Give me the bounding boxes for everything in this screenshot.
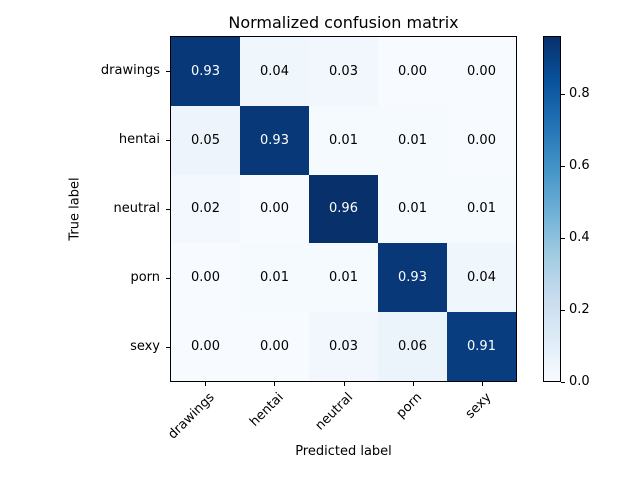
colorbar bbox=[543, 36, 561, 382]
matrix-cell-neutral-neutral: 0.96 bbox=[309, 174, 378, 244]
y-tick-label-sexy: sexy bbox=[130, 339, 160, 355]
y-tick-mark bbox=[166, 278, 170, 279]
y-tick-mark bbox=[166, 347, 170, 348]
y-tick-mark bbox=[166, 71, 170, 72]
matrix-cell-hentai-drawings: 0.05 bbox=[171, 105, 240, 175]
matrix-cell-porn-drawings: 0.00 bbox=[171, 243, 240, 313]
y-tick-label-neutral: neutral bbox=[113, 201, 161, 216]
colorbar-tick-label-0.4: 0.4 bbox=[569, 229, 590, 245]
x-tick-label-drawings: drawings bbox=[164, 390, 218, 443]
x-tick-label-porn: porn bbox=[394, 390, 426, 422]
matrix-cell-drawings-neutral: 0.03 bbox=[309, 37, 378, 106]
colorbar-tick-mark bbox=[561, 94, 565, 95]
colorbar-tick-mark bbox=[561, 238, 565, 239]
x-tick-mark bbox=[344, 382, 345, 386]
y-tick-label-hentai: hentai bbox=[118, 131, 160, 147]
matrix-cell-sexy-porn: 0.06 bbox=[378, 312, 447, 381]
y-tick-label-porn: porn bbox=[130, 270, 160, 286]
x-tick-mark bbox=[274, 382, 275, 386]
matrix-cell-sexy-sexy: 0.91 bbox=[447, 312, 516, 381]
x-tick-label-sexy: sexy bbox=[463, 390, 495, 422]
matrix-cell-hentai-porn: 0.01 bbox=[378, 105, 447, 175]
x-tick-mark bbox=[205, 382, 206, 386]
chart-title: Normalized confusion matrix bbox=[228, 13, 459, 32]
x-tick-label-neutral: neutral bbox=[312, 390, 357, 434]
colorbar-tick-label-0.6: 0.6 bbox=[569, 157, 590, 173]
matrix-cell-neutral-drawings: 0.02 bbox=[171, 174, 240, 244]
colorbar-tick-label-0.2: 0.2 bbox=[569, 301, 590, 317]
matrix-cell-neutral-sexy: 0.01 bbox=[447, 174, 516, 244]
matrix-cell-drawings-sexy: 0.00 bbox=[447, 37, 516, 106]
matrix-cell-porn-sexy: 0.04 bbox=[447, 243, 516, 313]
colorbar-tick-label-0.0: 0.0 bbox=[569, 374, 590, 389]
matrix-cell-porn-neutral: 0.01 bbox=[309, 243, 378, 313]
colorbar-tick-label-0.8: 0.8 bbox=[569, 85, 590, 101]
colorbar-tick-mark bbox=[561, 310, 565, 311]
matrix-cell-hentai-sexy: 0.00 bbox=[447, 105, 516, 175]
matrix-cell-porn-hentai: 0.01 bbox=[240, 243, 309, 313]
matrix-cell-hentai-hentai: 0.93 bbox=[240, 105, 309, 175]
matrix-cell-drawings-drawings: 0.93 bbox=[171, 37, 240, 106]
x-tick-label-hentai: hentai bbox=[247, 390, 287, 430]
y-tick-mark bbox=[166, 140, 170, 141]
matrix-cell-sexy-drawings: 0.00 bbox=[171, 312, 240, 381]
x-tick-mark bbox=[482, 382, 483, 386]
matrix-cell-drawings-hentai: 0.04 bbox=[240, 37, 309, 106]
y-tick-label-drawings: drawings bbox=[100, 62, 160, 78]
matrix-cell-porn-porn: 0.93 bbox=[378, 243, 447, 313]
heatmap-axes: 0.93 0.04 0.03 0.00 0.00 0.05 0.93 0.01 0.01 0.00… bbox=[170, 36, 517, 382]
y-tick-mark bbox=[166, 209, 170, 210]
matrix-cell-drawings-porn: 0.00 bbox=[378, 37, 447, 106]
matrix-cell-neutral-porn: 0.01 bbox=[378, 174, 447, 244]
x-axis-label: Predicted label bbox=[295, 444, 392, 459]
matrix-cell-sexy-hentai: 0.00 bbox=[240, 312, 309, 381]
colorbar-tick-mark bbox=[561, 166, 565, 167]
matrix-cell-sexy-neutral: 0.03 bbox=[309, 312, 378, 381]
matrix-cell-neutral-hentai: 0.00 bbox=[240, 174, 309, 244]
x-tick-mark bbox=[413, 382, 414, 386]
matrix-cell-hentai-neutral: 0.01 bbox=[309, 105, 378, 175]
colorbar-tick-mark bbox=[561, 382, 565, 383]
